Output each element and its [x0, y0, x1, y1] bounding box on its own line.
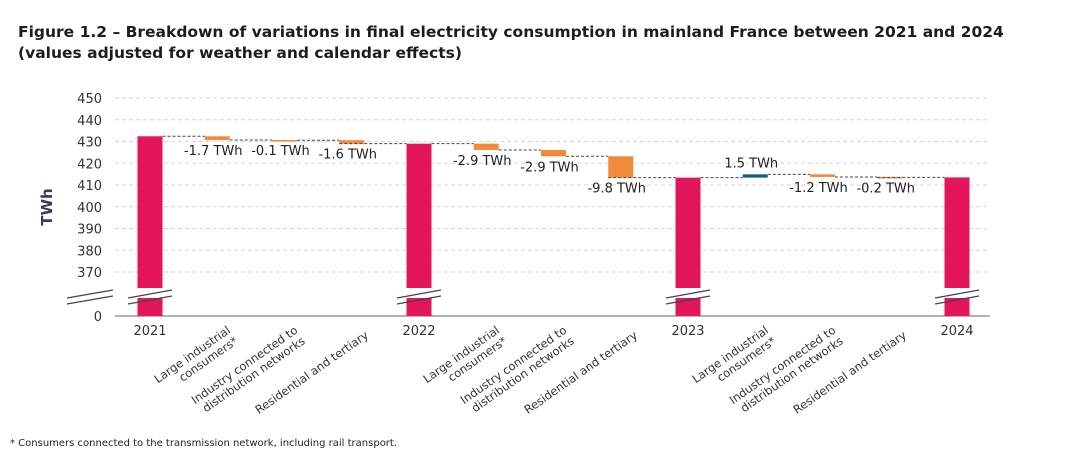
- bar-delta: [608, 156, 634, 178]
- axis-break-mark: [396, 289, 442, 299]
- y-tick-label: 430: [77, 136, 102, 151]
- y-tick-label: 370: [77, 266, 102, 281]
- bar-break-gap: [398, 288, 440, 298]
- axis-break-mark: [396, 295, 442, 305]
- axis-break-mark: [665, 295, 711, 305]
- bar-delta: [272, 139, 297, 142]
- bar-total: [406, 143, 432, 316]
- data-label: -1.2 TWh: [789, 181, 848, 196]
- data-label: -0.1 TWh: [251, 144, 310, 159]
- bar-delta: [473, 143, 499, 150]
- y-tick-label: 450: [77, 92, 102, 107]
- bar-delta: [339, 140, 365, 144]
- data-label: -1.7 TWh: [184, 144, 243, 159]
- x-tick-label: 2024: [940, 324, 973, 339]
- bar-delta: [204, 136, 230, 140]
- axis-break-mark: [66, 295, 114, 305]
- axis-break-mark: [127, 289, 173, 299]
- bar-total: [137, 136, 163, 316]
- y-tick-label: 0: [94, 310, 102, 325]
- y-tick-label: 440: [77, 114, 102, 129]
- y-tick-label: 380: [77, 244, 102, 259]
- axis-break-mark: [934, 289, 980, 299]
- y-tick-label: 390: [77, 223, 102, 238]
- y-tick-label: 410: [77, 179, 102, 194]
- title-line-2: (values adjusted for weather and calenda…: [18, 44, 462, 62]
- axis-break-mark: [934, 295, 980, 305]
- chart-title: Figure 1.2 – Breakdown of variations in …: [18, 22, 1018, 64]
- data-label: -1.6 TWh: [318, 148, 377, 163]
- x-tick-label: 2022: [402, 324, 435, 339]
- axis-break-mark: [66, 289, 114, 299]
- bar-delta: [541, 149, 566, 157]
- footnote: * Consumers connected to the transmissio…: [10, 438, 398, 449]
- y-tick-label: 400: [77, 201, 102, 216]
- data-label: -9.8 TWh: [587, 182, 646, 197]
- bar-break-gap: [667, 288, 709, 298]
- x-tick-label: 2023: [671, 324, 704, 339]
- data-label: -2.9 TWh: [453, 154, 512, 169]
- axis-break-mark: [665, 289, 711, 299]
- bar-delta: [810, 174, 835, 177]
- data-label: 1.5 TWh: [724, 156, 778, 171]
- title-line-1: Figure 1.2 – Breakdown of variations in …: [18, 23, 1004, 41]
- bar-delta: [742, 174, 768, 178]
- y-axis-label: TWh: [38, 188, 56, 225]
- x-tick-label: 2021: [133, 324, 166, 339]
- data-label: -0.2 TWh: [856, 181, 915, 196]
- bar-break-gap: [129, 288, 171, 298]
- bar-break-gap: [936, 288, 978, 298]
- data-label: -2.9 TWh: [520, 160, 579, 175]
- y-tick-label: 420: [77, 157, 102, 172]
- axis-break-mark: [127, 295, 173, 305]
